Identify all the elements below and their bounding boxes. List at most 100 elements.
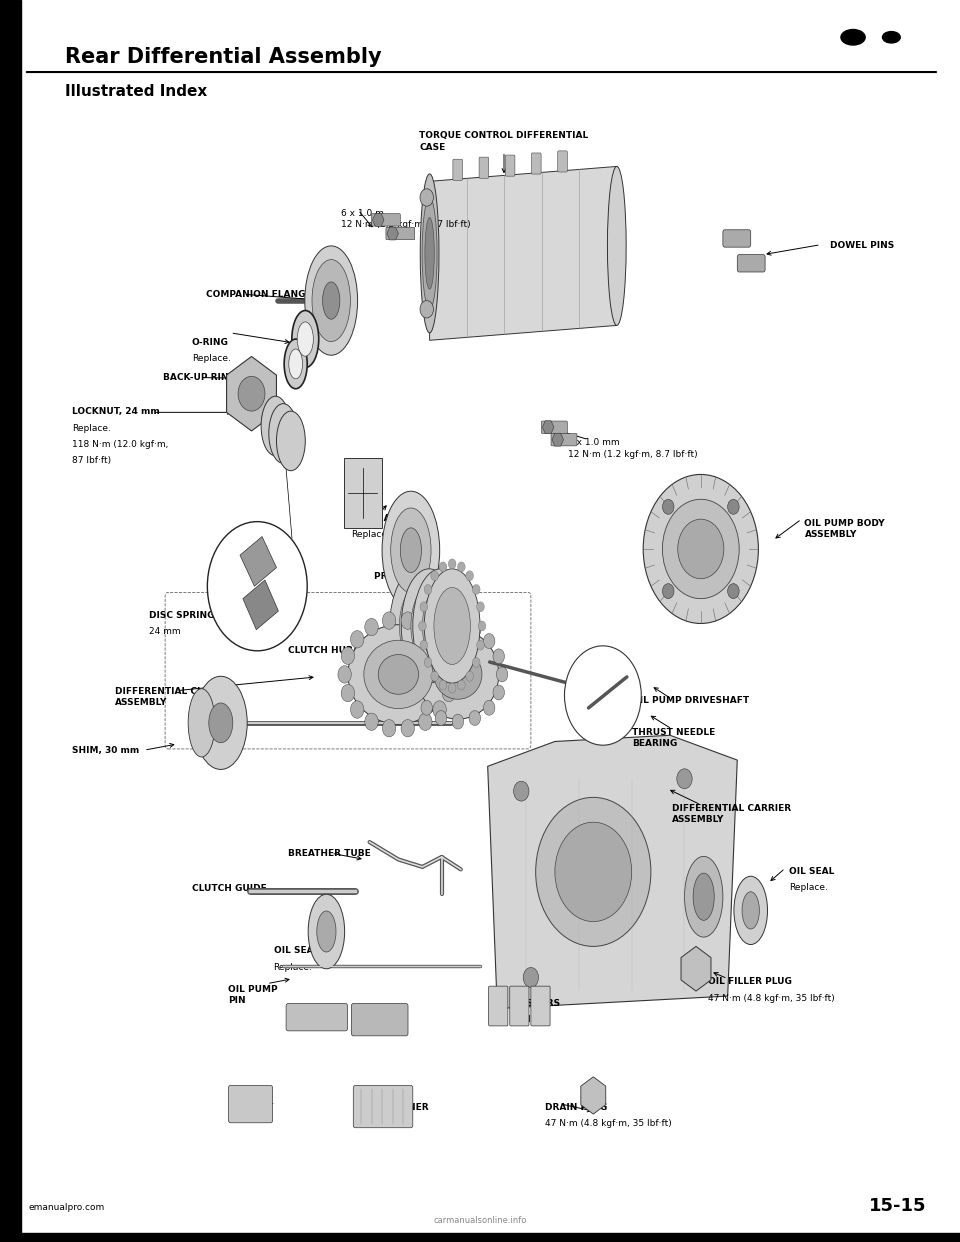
Circle shape [885, 14, 898, 22]
FancyBboxPatch shape [372, 214, 400, 226]
Text: OIL STRAINER: OIL STRAINER [358, 1103, 429, 1112]
Circle shape [431, 571, 439, 581]
FancyBboxPatch shape [505, 155, 515, 176]
Ellipse shape [684, 857, 723, 938]
Text: OIL SEAL: OIL SEAL [351, 514, 396, 523]
Circle shape [382, 719, 396, 737]
Circle shape [686, 955, 702, 975]
Circle shape [523, 968, 539, 987]
Circle shape [864, 47, 876, 55]
FancyBboxPatch shape [510, 986, 529, 1026]
Circle shape [350, 631, 364, 648]
Circle shape [350, 700, 364, 718]
Circle shape [424, 657, 432, 667]
Circle shape [419, 621, 426, 631]
Text: MAGNET: MAGNET [229, 1103, 274, 1112]
Circle shape [448, 559, 456, 569]
FancyBboxPatch shape [531, 986, 550, 1026]
Circle shape [420, 633, 432, 648]
Ellipse shape [323, 282, 340, 319]
Circle shape [433, 700, 446, 718]
Ellipse shape [742, 892, 759, 929]
Circle shape [439, 681, 446, 691]
Circle shape [420, 700, 432, 715]
Circle shape [555, 822, 632, 922]
Circle shape [492, 686, 504, 700]
Ellipse shape [391, 508, 431, 592]
Text: 47 N·m (4.8 kgf·m, 35 lbf·ft): 47 N·m (4.8 kgf·m, 35 lbf·ft) [708, 994, 835, 1002]
Circle shape [0, 581, 14, 648]
Text: OIL PUMP DRIVESHAFT: OIL PUMP DRIVESHAFT [632, 696, 749, 705]
FancyBboxPatch shape [532, 153, 541, 174]
Circle shape [341, 647, 354, 664]
Circle shape [412, 686, 423, 700]
Circle shape [466, 571, 473, 581]
Text: DOWEL PINS: DOWEL PINS [830, 241, 895, 251]
Text: WASHERS: WASHERS [511, 999, 561, 1007]
Circle shape [811, 47, 828, 58]
Circle shape [443, 684, 456, 702]
Circle shape [420, 640, 428, 650]
FancyBboxPatch shape [453, 159, 463, 180]
Circle shape [885, 32, 902, 42]
Ellipse shape [209, 703, 233, 743]
Text: DIFFERENTIAL CLUTCH
ASSEMBLY: DIFFERENTIAL CLUTCH ASSEMBLY [115, 687, 230, 707]
FancyBboxPatch shape [737, 255, 765, 272]
Ellipse shape [424, 569, 480, 683]
Text: OIL PUMP
PIN: OIL PUMP PIN [228, 985, 278, 1005]
FancyBboxPatch shape [351, 1004, 408, 1036]
FancyBboxPatch shape [286, 1004, 348, 1031]
Ellipse shape [422, 197, 437, 309]
Circle shape [906, 20, 919, 27]
Ellipse shape [317, 912, 336, 951]
Circle shape [207, 522, 307, 651]
FancyBboxPatch shape [551, 433, 577, 446]
Ellipse shape [284, 339, 307, 389]
Text: BREATHER TUBE: BREATHER TUBE [288, 848, 371, 858]
Circle shape [877, 16, 895, 27]
Text: OIL FILLER PLUG: OIL FILLER PLUG [708, 977, 792, 986]
Text: 15-15: 15-15 [869, 1197, 926, 1215]
Circle shape [514, 781, 529, 801]
Text: CLUTCH HUB/PLATES/DISCS: CLUTCH HUB/PLATES/DISCS [288, 645, 427, 655]
Circle shape [408, 667, 420, 682]
Ellipse shape [188, 688, 215, 758]
Text: Replace.: Replace. [789, 883, 828, 892]
Ellipse shape [382, 491, 440, 609]
Ellipse shape [434, 650, 482, 699]
Ellipse shape [194, 676, 248, 770]
Circle shape [238, 376, 265, 411]
Ellipse shape [312, 260, 350, 342]
Circle shape [420, 189, 434, 206]
Circle shape [857, 57, 875, 67]
Ellipse shape [364, 641, 433, 708]
Text: emanualpro.com: emanualpro.com [29, 1203, 105, 1212]
Ellipse shape [422, 587, 459, 664]
Text: COMPANION FLANGE: COMPANION FLANGE [206, 289, 312, 299]
Text: BACK-UP RING: BACK-UP RING [163, 373, 236, 383]
Circle shape [496, 667, 508, 682]
Ellipse shape [608, 166, 626, 325]
Circle shape [431, 671, 439, 681]
Circle shape [469, 710, 481, 725]
Text: O-RING: O-RING [192, 338, 228, 347]
Circle shape [472, 657, 480, 667]
Circle shape [476, 602, 484, 612]
Bar [0, 0, 21, 1242]
Circle shape [678, 519, 724, 579]
FancyBboxPatch shape [344, 458, 382, 528]
Ellipse shape [269, 404, 298, 463]
Text: 118 N·m (12.0 kgf·m,: 118 N·m (12.0 kgf·m, [72, 440, 168, 448]
Circle shape [855, 34, 868, 41]
Polygon shape [240, 537, 276, 586]
FancyBboxPatch shape [479, 158, 489, 179]
Circle shape [677, 769, 692, 789]
Circle shape [885, 52, 898, 61]
Circle shape [484, 700, 495, 715]
Ellipse shape [417, 630, 499, 719]
Circle shape [864, 20, 876, 27]
Circle shape [869, 24, 914, 51]
Circle shape [448, 683, 456, 693]
FancyBboxPatch shape [723, 230, 751, 247]
Circle shape [804, 32, 821, 42]
